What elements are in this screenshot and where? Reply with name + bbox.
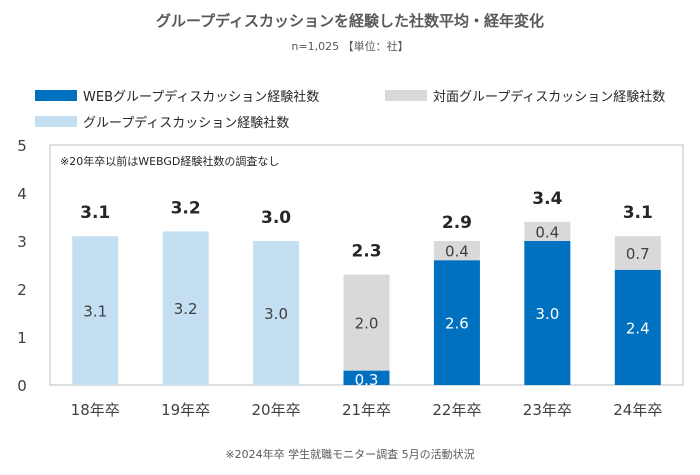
total-label: 3.2: [171, 198, 201, 218]
segment-label: 2.6: [445, 315, 469, 333]
legend-swatch-face: [385, 90, 427, 101]
x-tick-label: 21年卒: [342, 401, 391, 419]
segment-label: 2.4: [626, 319, 650, 337]
chart-subtitle: n=1,025 【単位：社】: [291, 40, 409, 53]
segment-label: 0.7: [626, 245, 650, 263]
segment-label: 3.0: [535, 305, 559, 323]
segment-label: 0.3: [355, 371, 379, 389]
legend-label-face: 対面グループディスカッション経験社数: [433, 90, 666, 105]
legend-item-web: WEBグループディスカッション経験社数: [35, 86, 319, 105]
x-tick-label: 24年卒: [613, 401, 662, 419]
segment-label: 3.0: [264, 305, 288, 323]
bar-segment-web: [343, 370, 390, 385]
x-tick-label: 22年卒: [432, 401, 481, 419]
x-tick-label: 19年卒: [161, 401, 210, 419]
legend-swatch-all: [35, 116, 77, 127]
bar-segment-gd: [162, 231, 209, 385]
y-tick-label: 0: [17, 377, 27, 395]
x-tick-label: 20年卒: [252, 401, 301, 419]
legend-item-all: グループディスカッション経験社数: [35, 112, 289, 131]
segment-label: 0.4: [445, 243, 469, 261]
total-label: 3.4: [532, 189, 562, 209]
bar-segment-gd: [72, 236, 119, 385]
bar-segment-web: [614, 269, 661, 385]
legend-swatch-web: [35, 90, 77, 101]
total-label: 3.1: [80, 203, 110, 223]
y-tick-label: 3: [17, 233, 27, 251]
segment-label: 3.1: [83, 303, 107, 321]
x-tick-label: 18年卒: [71, 401, 120, 419]
bar-segment-web: [524, 241, 571, 385]
y-tick-label: 1: [17, 329, 27, 347]
bar-segment-face: [524, 221, 571, 241]
bar-segment-face: [433, 241, 480, 261]
y-tick-label: 2: [17, 281, 27, 299]
segment-label: 3.2: [174, 300, 198, 318]
chart-title: グループディスカッションを経験した社数平均・経年変化: [155, 12, 545, 30]
segment-label: 0.4: [535, 223, 559, 241]
bar-segment-gd: [253, 241, 300, 385]
bar-segment-web: [433, 260, 480, 385]
legend-label-web: WEBグループディスカッション経験社数: [83, 90, 320, 105]
legend: WEBグループディスカッション経験社数 対面グループディスカッション経験社数 グ…: [35, 86, 695, 136]
y-tick-label: 5: [17, 137, 27, 155]
bar-segment-face: [343, 274, 390, 371]
total-label: 3.1: [623, 203, 653, 223]
x-tick-label: 23年卒: [523, 401, 572, 419]
total-label: 3.0: [261, 208, 291, 228]
legend-item-face: 対面グループディスカッション経験社数: [385, 86, 665, 105]
plot-note: ※20年卒以前はWEBGD経験社数の調査なし: [60, 154, 279, 168]
y-tick-label: 4: [17, 185, 27, 203]
total-label: 2.3: [351, 242, 381, 262]
bar-segment-face: [614, 236, 661, 270]
legend-label-all: グループディスカッション経験社数: [83, 116, 290, 131]
segment-label: 2.0: [355, 315, 379, 333]
total-label: 2.9: [442, 213, 472, 233]
footnote: ※2024年卒 学生就職モニター調査 5月の活動状況: [225, 448, 475, 461]
